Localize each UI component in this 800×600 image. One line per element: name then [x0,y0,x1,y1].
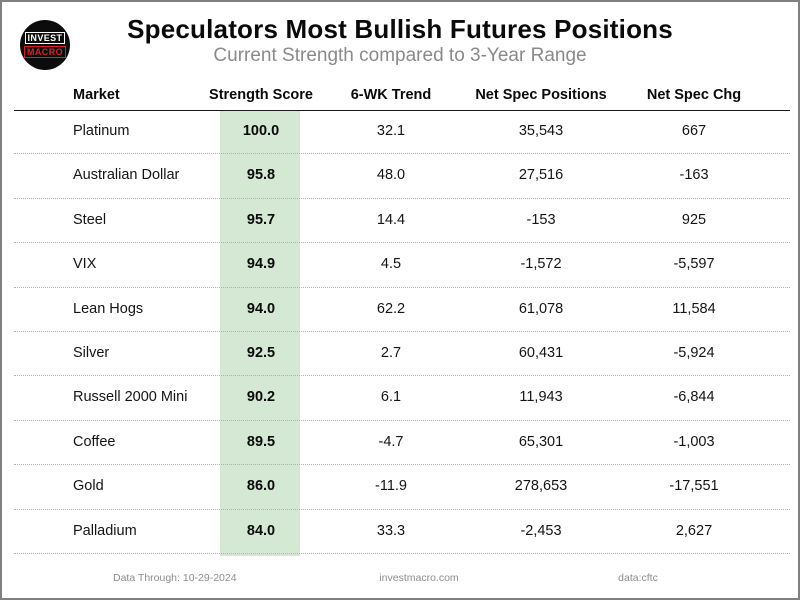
market-cell: Coffee [73,433,116,450]
net-spec-positions-cell: -1,572 [520,256,562,273]
column-header-net-spec-chg: Net Spec Chg [646,87,742,103]
market-cell: Silver [73,344,110,361]
market-cell: VIX [73,256,97,273]
6wk-trend-cell: -11.9 [375,478,407,495]
net-spec-positions-cell: 278,653 [514,478,568,495]
table-body: Platinum 100.0 32.1 35,543 667 Australia… [14,110,790,554]
table-row: Lean Hogs 94.0 62.2 61,078 11,584 [14,288,790,332]
table-header-row: Market Strength Score 6-WK Trend Net Spe… [14,80,790,111]
strength-score-cell: 86.0 [246,478,276,495]
6wk-trend-cell: 14.4 [376,211,406,228]
logo-macro-text: MACRO [24,46,66,58]
strength-score-cell: 89.5 [246,433,276,450]
table-row: Gold 86.0 -11.9 278,653 -17,551 [14,465,790,510]
page-subtitle: Current Strength compared to 3-Year Rang… [213,45,587,66]
net-spec-positions-cell: 61,078 [518,300,564,317]
logo-invest-text: INVEST [24,32,66,44]
table-row: Platinum 100.0 32.1 35,543 667 [14,110,790,155]
net-spec-chg-cell: 667 [681,123,707,139]
market-cell: Australian Dollar [73,167,180,184]
column-header-net-spec-positions: Net Spec Positions [475,87,607,103]
net-spec-chg-cell: 11,584 [672,300,716,317]
table-row: Palladium 84.0 33.3 -2,453 2,627 [14,510,790,554]
net-spec-positions-cell: 35,543 [518,123,564,139]
footer-data-through: Data Through: 10-29-2024 [113,572,237,584]
column-header-strength-score: Strength Score [209,87,313,103]
net-spec-positions-cell: -2,453 [520,522,562,539]
net-spec-chg-cell: -6,844 [673,389,715,406]
net-spec-positions-cell: 60,431 [518,344,564,361]
market-cell: Palladium [73,522,137,539]
strength-score-cell: 100.0 [242,123,280,139]
net-spec-chg-cell: -163 [679,167,709,184]
strength-score-cell: 92.5 [246,344,276,361]
net-spec-chg-cell: -5,924 [673,344,715,361]
table-row: Russell 2000 Mini 90.2 6.1 11,943 -6,844 [14,376,790,421]
net-spec-positions-cell: 11,943 [519,389,563,406]
table-row: Steel 95.7 14.4 -153 925 [14,199,790,244]
6wk-trend-cell: 33.3 [376,522,406,539]
6wk-trend-cell: 32.1 [376,123,406,139]
market-cell: Russell 2000 Mini [73,389,188,406]
strength-score-cell: 94.9 [246,256,276,273]
strength-score-cell: 94.0 [246,300,276,317]
strength-score-cell: 90.2 [246,389,276,406]
market-cell: Platinum [73,123,130,139]
6wk-trend-cell: 4.5 [380,256,402,273]
6wk-trend-cell: 48.0 [376,167,406,184]
net-spec-chg-cell: -1,003 [673,433,715,450]
investmacro-logo: INVEST MACRO [20,20,70,70]
6wk-trend-cell: 2.7 [380,344,402,361]
6wk-trend-cell: -4.7 [378,433,404,450]
net-spec-chg-cell: -5,597 [673,256,715,273]
footer-site: investmacro.com [379,572,459,584]
6wk-trend-cell: 6.1 [380,389,402,406]
footer-data-source: data:cftc [618,572,658,584]
column-header-6wk-trend: 6-WK Trend [350,87,432,103]
table-row: VIX 94.9 4.5 -1,572 -5,597 [14,243,790,288]
table-row: Coffee 89.5 -4.7 65,301 -1,003 [14,421,790,466]
page-title: Speculators Most Bullish Futures Positio… [127,14,673,44]
strength-score-cell: 95.8 [246,167,276,184]
net-spec-positions-cell: 27,516 [518,167,564,184]
6wk-trend-cell: 62.2 [376,300,406,317]
net-spec-chg-cell: 2,627 [675,522,713,539]
net-spec-positions-cell: 65,301 [518,433,564,450]
net-spec-chg-cell: 925 [681,211,707,228]
strength-score-cell: 95.7 [246,211,276,228]
market-cell: Lean Hogs [73,300,144,317]
table-row: Australian Dollar 95.8 48.0 27,516 -163 [14,154,790,199]
net-spec-chg-cell: -17,551 [669,478,719,495]
table-row: Silver 92.5 2.7 60,431 -5,924 [14,332,790,377]
market-cell: Gold [73,478,104,495]
market-cell: Steel [73,211,107,228]
strength-score-highlight-band [220,110,300,556]
strength-score-cell: 84.0 [246,522,276,539]
net-spec-positions-cell: -153 [526,211,556,228]
column-header-market: Market [73,87,120,103]
